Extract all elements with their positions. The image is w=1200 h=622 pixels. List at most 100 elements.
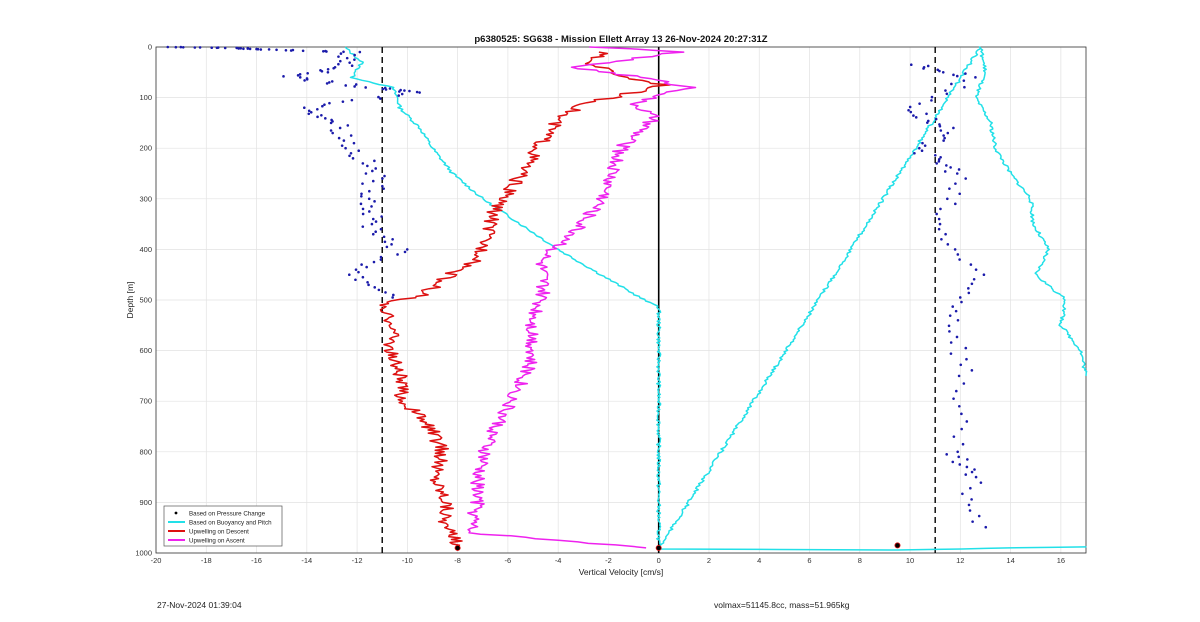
observed-point <box>342 50 345 54</box>
observed-point <box>368 189 371 193</box>
observed-point <box>181 46 185 49</box>
observed-point <box>969 486 972 490</box>
observed-point <box>374 220 378 223</box>
observed-point <box>952 397 955 400</box>
observed-point <box>301 49 305 53</box>
x-tick-label: 0 <box>657 556 661 565</box>
observed-point <box>403 89 406 92</box>
observed-point <box>306 72 309 75</box>
observed-point <box>316 107 319 111</box>
observed-point <box>354 278 357 282</box>
observed-point <box>398 90 401 93</box>
observed-point <box>908 105 912 109</box>
observed-point <box>360 263 363 266</box>
observed-point <box>961 442 965 446</box>
observed-point <box>970 282 974 286</box>
observed-point <box>361 275 365 279</box>
observed-point <box>945 453 948 456</box>
y-tick-label: 600 <box>139 346 152 355</box>
observed-point <box>921 141 924 145</box>
observed-point <box>951 460 955 464</box>
observed-point <box>397 94 401 97</box>
observed-point <box>361 162 365 165</box>
observed-point <box>373 200 376 203</box>
observed-point <box>357 270 360 274</box>
observed-point <box>359 202 363 206</box>
observed-point <box>953 248 957 251</box>
observed-point <box>361 225 365 228</box>
observed-point <box>360 192 363 196</box>
observed-point <box>324 117 327 120</box>
observed-point <box>948 314 952 317</box>
observed-point <box>403 250 407 254</box>
x-tick-label: 8 <box>858 556 862 565</box>
observed-point <box>337 136 341 140</box>
x-axis-label: Vertical Velocity [cm/s] <box>579 567 664 577</box>
chart-title: p6380525: SG638 - Mission Ellett Array 1… <box>474 34 767 45</box>
marker-point <box>655 544 662 551</box>
observed-point <box>383 174 386 178</box>
observed-point <box>361 182 364 185</box>
observed-point <box>353 53 356 57</box>
observed-point <box>965 420 969 423</box>
observed-point <box>383 240 387 244</box>
observed-point <box>367 197 371 201</box>
observed-point <box>344 146 347 150</box>
y-tick-label: 100 <box>139 93 152 102</box>
observed-point <box>959 363 963 367</box>
observed-point <box>960 427 963 431</box>
observed-point <box>379 227 383 231</box>
observed-point <box>969 263 973 266</box>
x-tick-label: 4 <box>757 556 761 565</box>
observed-point <box>289 49 293 52</box>
observed-point <box>930 95 934 99</box>
observed-point <box>405 248 409 251</box>
observed-point <box>338 126 342 130</box>
y-tick-label: 200 <box>139 144 152 153</box>
observed-point <box>379 97 382 100</box>
observed-point <box>371 179 375 183</box>
observed-point <box>939 207 942 211</box>
observed-point <box>964 177 967 180</box>
observed-point <box>193 46 197 49</box>
observed-point <box>968 509 972 512</box>
observed-point <box>956 253 960 256</box>
observed-point <box>348 154 351 158</box>
observed-point <box>964 72 967 75</box>
observed-point <box>942 139 945 142</box>
observed-point <box>964 473 968 476</box>
observed-point <box>967 503 971 507</box>
observed-point <box>298 73 302 76</box>
observed-point <box>390 243 393 246</box>
observed-point <box>326 67 330 71</box>
observed-point <box>958 296 962 299</box>
series-upwelling_ascent <box>467 46 697 549</box>
observed-point <box>210 46 214 50</box>
legend-label: Upwelling on Descent <box>189 528 249 535</box>
observed-point <box>937 227 941 231</box>
observed-point <box>352 141 356 145</box>
observed-point <box>967 291 971 295</box>
observed-point <box>965 465 969 469</box>
observed-point <box>339 59 342 63</box>
observed-point <box>400 92 404 96</box>
observed-point <box>385 245 389 249</box>
observed-point <box>944 232 947 236</box>
observed-point <box>380 215 383 218</box>
observed-point <box>938 69 941 73</box>
observed-point <box>955 172 959 175</box>
observed-point <box>974 475 978 479</box>
observed-point <box>945 164 948 167</box>
observed-point <box>340 144 344 147</box>
observed-point <box>948 330 951 333</box>
legend-label: Based on Buoyancy and Pitch <box>189 519 272 526</box>
observed-point <box>275 48 278 52</box>
observed-point <box>909 110 913 114</box>
observed-point <box>951 305 955 308</box>
observed-point <box>379 255 383 259</box>
observed-point <box>354 83 358 86</box>
y-tick-label: 500 <box>139 296 152 305</box>
observed-point <box>971 520 974 523</box>
observed-point <box>979 481 983 484</box>
observed-point <box>298 76 302 79</box>
